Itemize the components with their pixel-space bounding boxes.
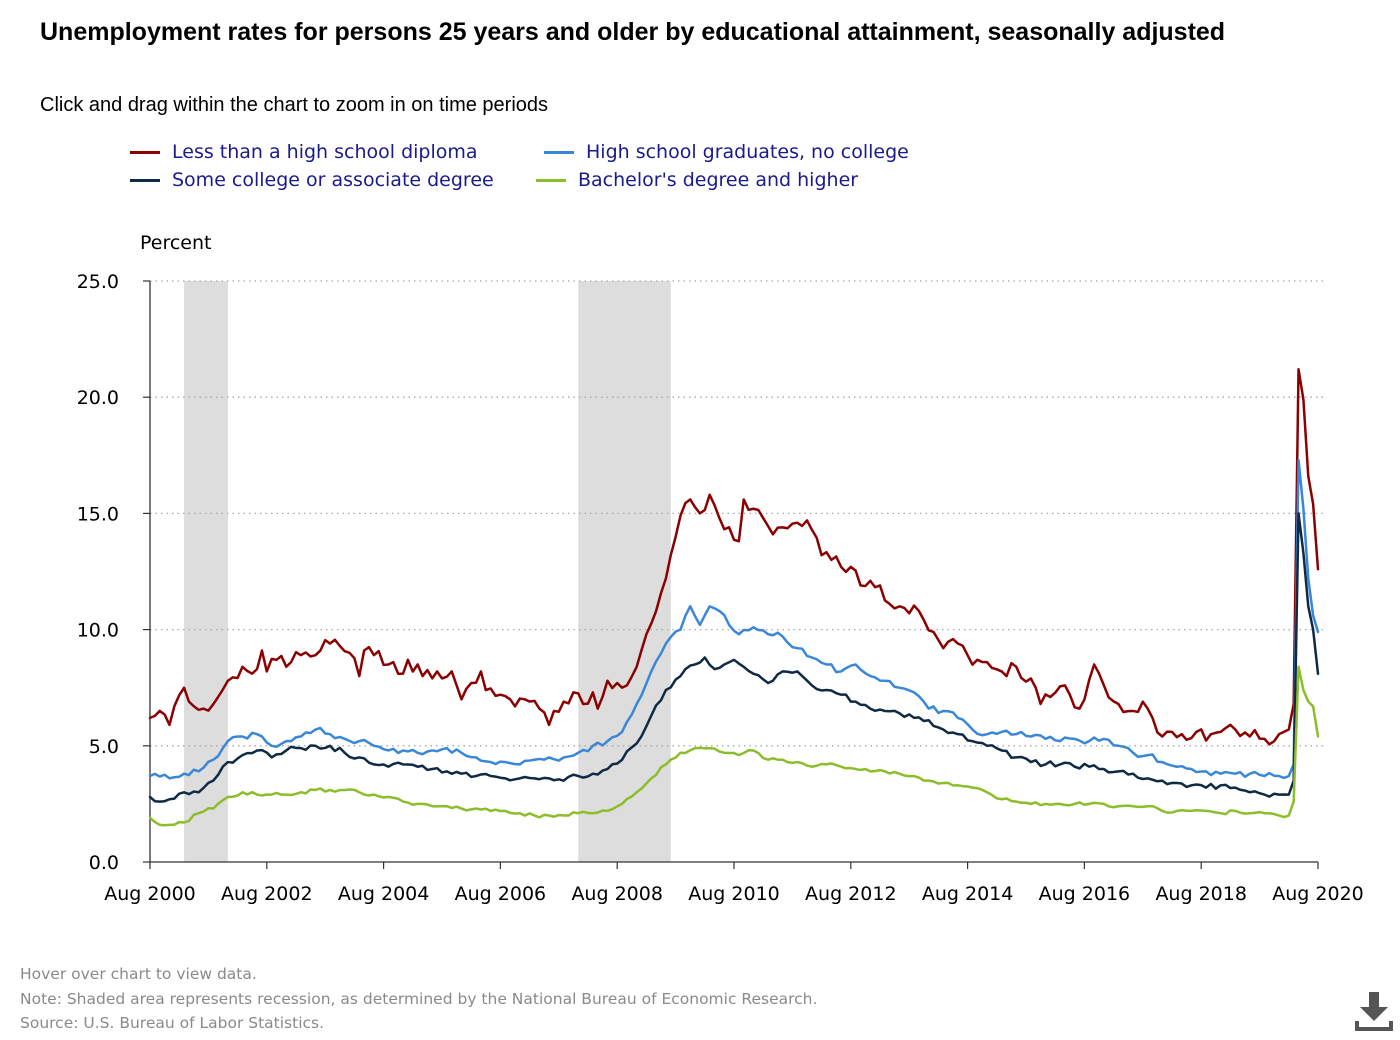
chart-title: Unemployment rates for persons 25 years … xyxy=(40,18,1226,46)
legend-label: High school graduates, no college xyxy=(586,141,909,163)
x-tick-label: Aug 2020 xyxy=(1272,883,1364,905)
series-lines[interactable] xyxy=(148,368,1320,827)
legend-swatch xyxy=(130,150,160,154)
line-chart[interactable]: 0.0 5.0 10.0 15.0 20.0 25.0 Aug 2000 Aug 2002 Au… xyxy=(0,0,1400,940)
legend-swatch xyxy=(130,178,160,182)
x-tick-label: Aug 2014 xyxy=(922,883,1014,905)
hover-note: Hover over chart to view data. xyxy=(20,965,257,983)
y-tick-label: 5.0 xyxy=(89,736,119,758)
recession-note: Note: Shaded area represents recession, … xyxy=(20,989,818,1008)
chart-subtitle: Click and drag within the chart to zoom … xyxy=(40,94,549,116)
y-tick-label: 10.0 xyxy=(77,620,119,642)
download-button[interactable] xyxy=(1352,990,1396,1034)
legend-label: Less than a high school diploma xyxy=(172,141,478,163)
y-tick-label: 25.0 xyxy=(77,271,119,293)
x-tick-label: Aug 2002 xyxy=(221,883,313,905)
y-axis-label: Percent xyxy=(140,232,212,254)
recession-shading-layer xyxy=(184,281,671,862)
y-tick-label: 0.0 xyxy=(89,852,119,874)
legend-label: Bachelor's degree and higher xyxy=(578,169,859,191)
recession-shade-2 xyxy=(578,281,671,862)
x-tick-label: Aug 2016 xyxy=(1039,883,1131,905)
x-tick-label: Aug 2018 xyxy=(1155,883,1247,905)
gridlines xyxy=(150,280,1324,747)
legend-item-high-school-graduates[interactable]: High school graduates, no college xyxy=(544,138,952,166)
source-note: Source: U.S. Bureau of Labor Statistics. xyxy=(20,1014,325,1032)
series-line-4[interactable] xyxy=(148,665,1320,827)
download-icon xyxy=(1355,992,1393,1031)
axes: 0.0 5.0 10.0 15.0 20.0 25.0 Aug 2000 Aug 2002 Au… xyxy=(77,271,1364,905)
y-tick-label: 20.0 xyxy=(77,387,119,409)
x-tick-label: Aug 2000 xyxy=(104,883,196,905)
x-tick-label: Aug 2012 xyxy=(805,883,897,905)
chart-legend: Less than a high school diploma High sch… xyxy=(130,138,1360,194)
x-tick-label: Aug 2010 xyxy=(688,883,780,905)
x-tick-label: Aug 2008 xyxy=(571,883,663,905)
series-line-1[interactable] xyxy=(148,368,1320,746)
footnotes: Hover over chart to view data. Note: Sha… xyxy=(20,962,817,1036)
legend-swatch xyxy=(544,150,574,154)
legend-label: Some college or associate degree xyxy=(172,169,494,191)
legend-swatch xyxy=(536,178,566,182)
legend-item-some-college[interactable]: Some college or associate degree xyxy=(130,166,530,194)
legend-item-bachelors-degree[interactable]: Bachelor's degree and higher xyxy=(536,166,936,194)
x-tick-label: Aug 2004 xyxy=(338,883,430,905)
series-line-3[interactable] xyxy=(148,512,1320,803)
y-tick-label: 15.0 xyxy=(77,503,119,525)
x-tick-label: Aug 2006 xyxy=(455,883,547,905)
series-line-2[interactable] xyxy=(148,458,1320,780)
legend-item-less-than-high-school[interactable]: Less than a high school diploma xyxy=(130,138,538,166)
